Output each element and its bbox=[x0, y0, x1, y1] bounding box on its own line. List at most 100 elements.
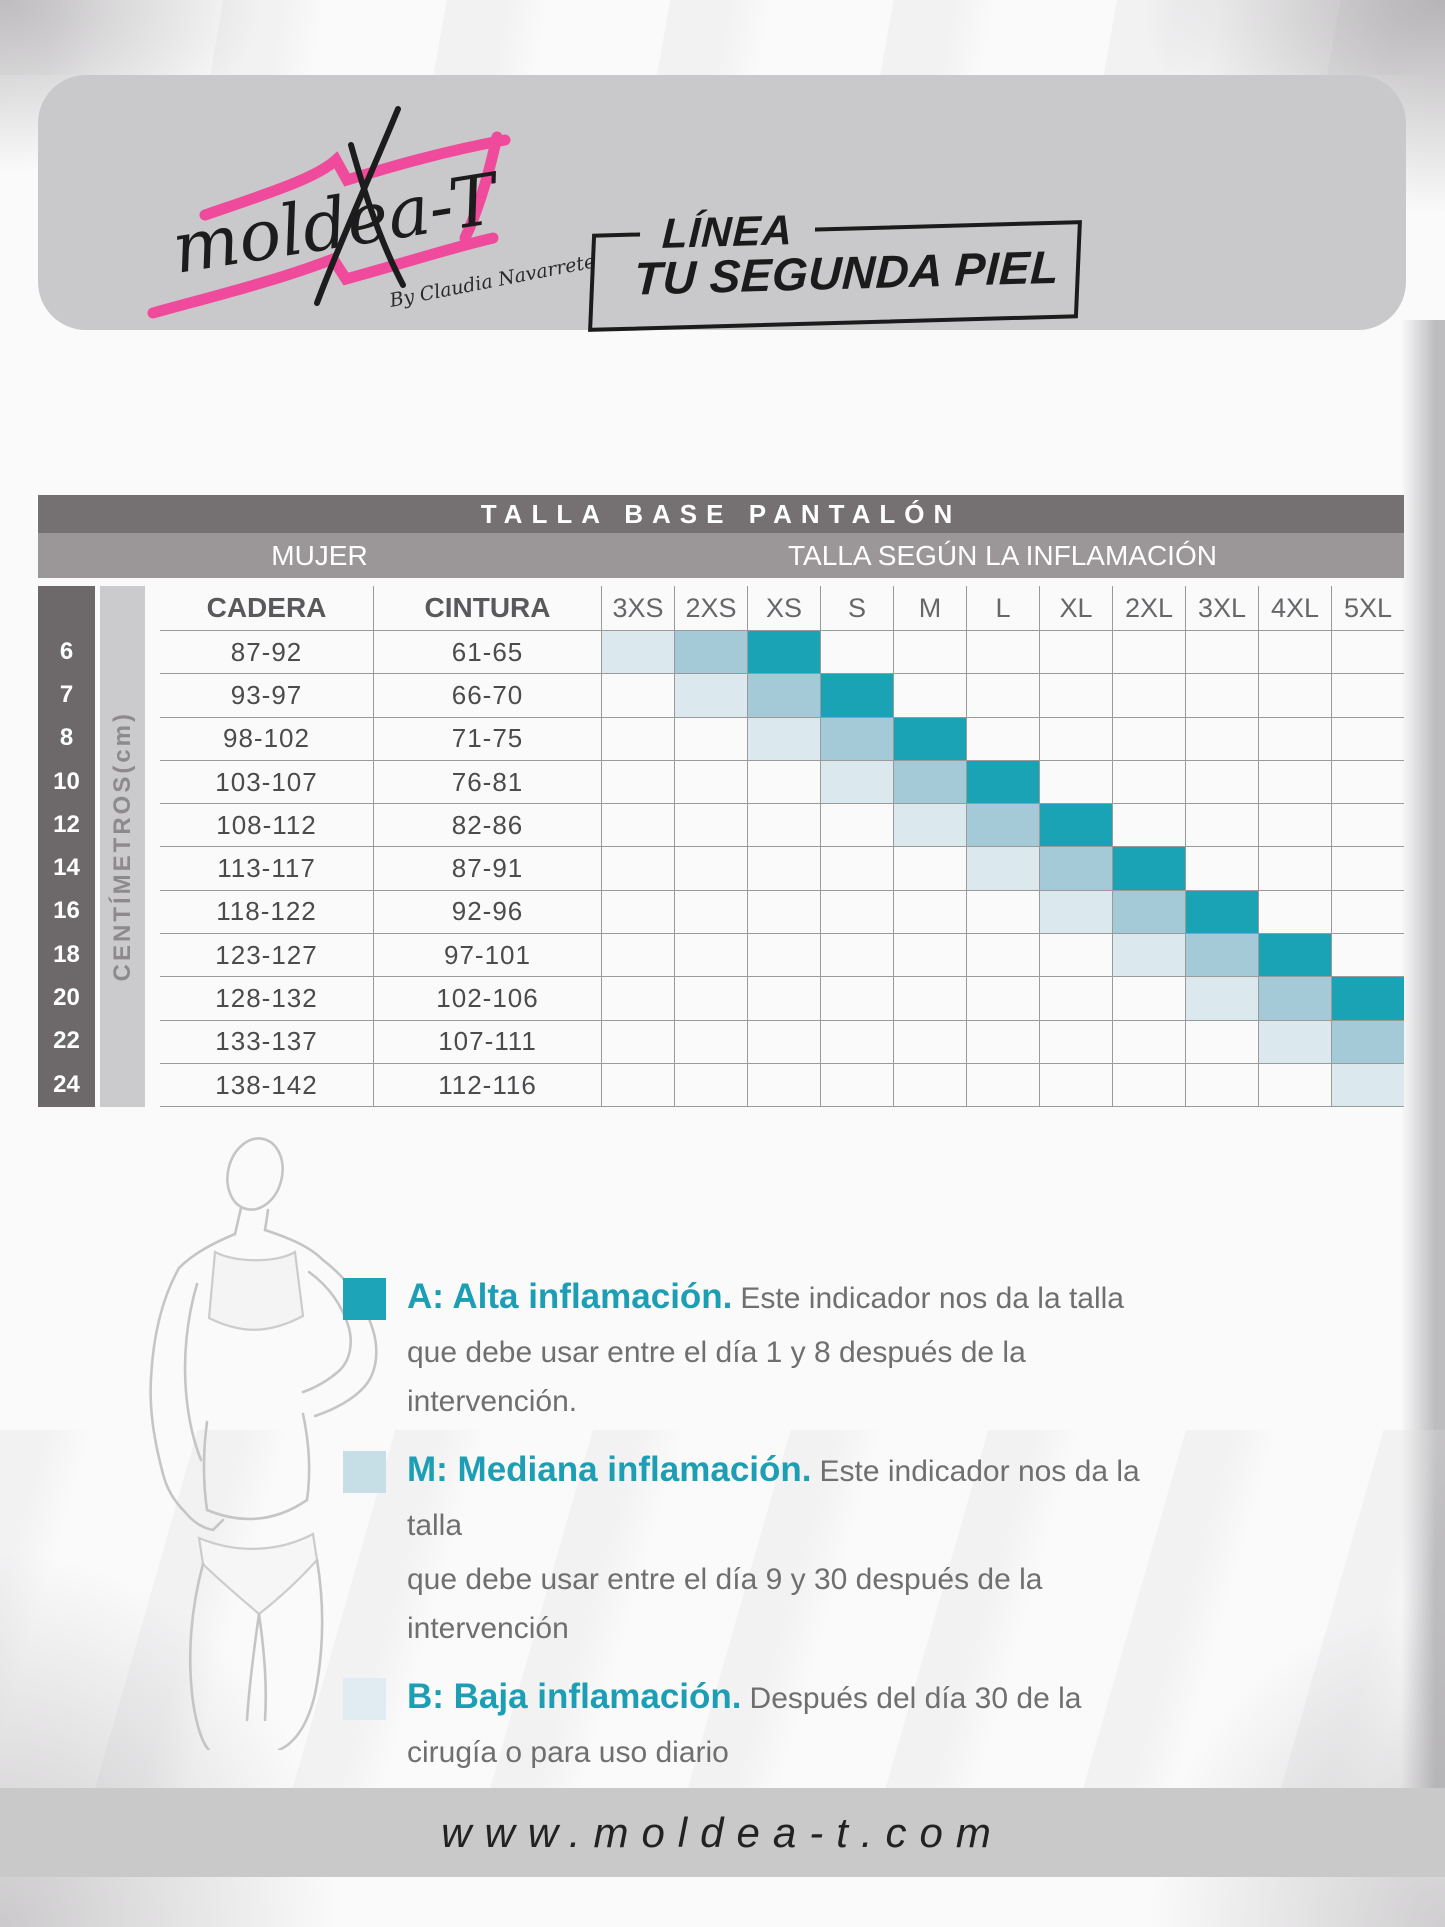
size-cell-3xs bbox=[601, 847, 674, 890]
cintura-value: 71-75 bbox=[373, 717, 601, 760]
cintura-value: 92-96 bbox=[373, 890, 601, 934]
legend-item-0: A: Alta inflamación. Este indicador nos d… bbox=[343, 1272, 1187, 1426]
size-cell-4xl bbox=[1258, 631, 1331, 674]
size-cell-2xl bbox=[1112, 890, 1185, 934]
cintura-value: 76-81 bbox=[373, 760, 601, 804]
size-cell-4xl bbox=[1258, 717, 1331, 760]
size-cell-4xl bbox=[1258, 847, 1331, 890]
size-cell-3xs bbox=[601, 674, 674, 717]
website-url: www.moldea-t.com bbox=[441, 1809, 1004, 1856]
cadera-value: 93-97 bbox=[230, 679, 303, 710]
size-cell-m bbox=[893, 977, 966, 1020]
size-cell-xs bbox=[747, 674, 820, 717]
legend-text-line1-2: Después del día 30 de la bbox=[749, 1682, 1082, 1715]
size-cell-l bbox=[966, 717, 1039, 760]
cadera-value: 128-132 bbox=[215, 983, 318, 1014]
size-cell-2xs bbox=[674, 760, 747, 804]
table-row-size-16: 118-122 92-96 bbox=[160, 889, 1404, 934]
row-size-number: 18 bbox=[53, 940, 80, 968]
size-cell-xl bbox=[1039, 631, 1112, 674]
size-cell-3xl bbox=[1185, 1063, 1258, 1107]
legend-text-line1-0: Este indicador nos da la talla bbox=[740, 1282, 1124, 1315]
size-cell-xl bbox=[1039, 1063, 1112, 1107]
cintura-value: 112-116 bbox=[373, 1063, 601, 1107]
size-cell-s bbox=[820, 934, 893, 977]
size-cell-m bbox=[893, 804, 966, 847]
tagline-box: LÍNEA TU SEGUNDA PIEL bbox=[588, 202, 1082, 332]
table-row-size-24: 138-142 112-116 bbox=[160, 1062, 1404, 1107]
size-cell-xs bbox=[747, 804, 820, 847]
size-cell-2xs bbox=[674, 934, 747, 977]
size-cell-xl bbox=[1039, 804, 1112, 847]
size-cell-5xl bbox=[1331, 977, 1404, 1020]
size-cell-3xs bbox=[601, 760, 674, 804]
cintura-value: 82-86 bbox=[373, 804, 601, 847]
size-cell-2xs bbox=[674, 890, 747, 934]
size-cell-3xl bbox=[1185, 847, 1258, 890]
size-cell-xs bbox=[747, 717, 820, 760]
header-size-5xl: 5XL bbox=[1331, 586, 1404, 630]
column-header-row: CADERA CINTURA 3XS 2XS XS S M L XL 2XL 3XL 4XL 5XL bbox=[160, 586, 1404, 630]
size-cell-2xl bbox=[1112, 977, 1185, 1020]
size-cell-m bbox=[893, 760, 966, 804]
row-size-number: 7 bbox=[59, 680, 74, 708]
size-cell-s bbox=[820, 631, 893, 674]
size-table: TALLA BASE PANTALÓN MUJER TALLA SEGÚN LA… bbox=[38, 495, 1404, 1108]
legend-text-line2-0: que debe usar entre el día 1 y 8 después… bbox=[407, 1336, 1026, 1418]
header-size-4xl: 4XL bbox=[1258, 586, 1331, 630]
size-cell-2xl bbox=[1112, 804, 1185, 847]
size-cell-l bbox=[966, 934, 1039, 977]
cadera-value: 87-92 bbox=[230, 636, 303, 667]
size-cell-s bbox=[820, 717, 893, 760]
size-cell-4xl bbox=[1258, 1063, 1331, 1107]
size-cell-xs bbox=[747, 1020, 820, 1063]
legend-swatch-1 bbox=[343, 1451, 386, 1493]
legend-swatch-2 bbox=[343, 1678, 386, 1720]
size-cell-3xl bbox=[1185, 717, 1258, 760]
cintura-value: 107-111 bbox=[373, 1020, 601, 1063]
size-cell-xl bbox=[1039, 890, 1112, 934]
row-size-number: 20 bbox=[53, 984, 80, 1012]
size-cell-xl bbox=[1039, 847, 1112, 890]
legend-lead-2: B: Baja inflamación. bbox=[407, 1677, 742, 1716]
table-row-size-14: 113-117 87-91 bbox=[160, 846, 1404, 890]
satin-texture-top bbox=[0, 0, 1445, 75]
header-size-s: S bbox=[820, 586, 893, 630]
row-size-number: 8 bbox=[59, 724, 74, 752]
size-cell-m bbox=[893, 631, 966, 674]
size-cell-l bbox=[966, 1020, 1039, 1063]
size-cell-s bbox=[820, 847, 893, 890]
size-cell-l bbox=[966, 977, 1039, 1020]
size-cell-4xl bbox=[1258, 1020, 1331, 1063]
size-cell-5xl bbox=[1331, 847, 1404, 890]
size-cell-xs bbox=[747, 760, 820, 804]
size-cell-3xs bbox=[601, 804, 674, 847]
size-cell-xs bbox=[747, 847, 820, 890]
size-cell-3xs bbox=[601, 631, 674, 674]
row-size-number: 22 bbox=[53, 1027, 80, 1055]
table-row-size-18: 123-127 97-101 bbox=[160, 933, 1404, 977]
size-cell-m bbox=[893, 717, 966, 760]
cadera-value: 98-102 bbox=[223, 723, 310, 754]
size-cell-m bbox=[893, 847, 966, 890]
header-size-3xs: 3XS bbox=[601, 586, 674, 630]
size-cell-xs bbox=[747, 977, 820, 1020]
size-cell-2xs bbox=[674, 717, 747, 760]
size-cell-xl bbox=[1039, 977, 1112, 1020]
size-cell-xs bbox=[747, 934, 820, 977]
group-header-mujer: MUJER bbox=[271, 540, 368, 571]
header-size-xl: XL bbox=[1039, 586, 1112, 630]
group-header-inflamacion: TALLA SEGÚN LA INFLAMACIÓN bbox=[788, 540, 1217, 571]
header-banner: moldea-T By Claudia Navarrete LÍNEA TU S… bbox=[38, 75, 1406, 332]
table-row-size-10: 103-107 76-81 bbox=[160, 759, 1404, 804]
legend-lead-1: M: Mediana inflamación. bbox=[407, 1450, 812, 1489]
cadera-value: 108-112 bbox=[216, 809, 317, 840]
size-cell-5xl bbox=[1331, 674, 1404, 717]
row-size-number: 12 bbox=[53, 810, 80, 838]
size-cell-4xl bbox=[1258, 674, 1331, 717]
header-cintura: CINTURA bbox=[373, 586, 601, 630]
size-cell-3xl bbox=[1185, 977, 1258, 1020]
size-cell-2xl bbox=[1112, 674, 1185, 717]
size-cell-4xl bbox=[1258, 934, 1331, 977]
tagline-title: TU SEGUNDA PIEL bbox=[633, 240, 1061, 305]
